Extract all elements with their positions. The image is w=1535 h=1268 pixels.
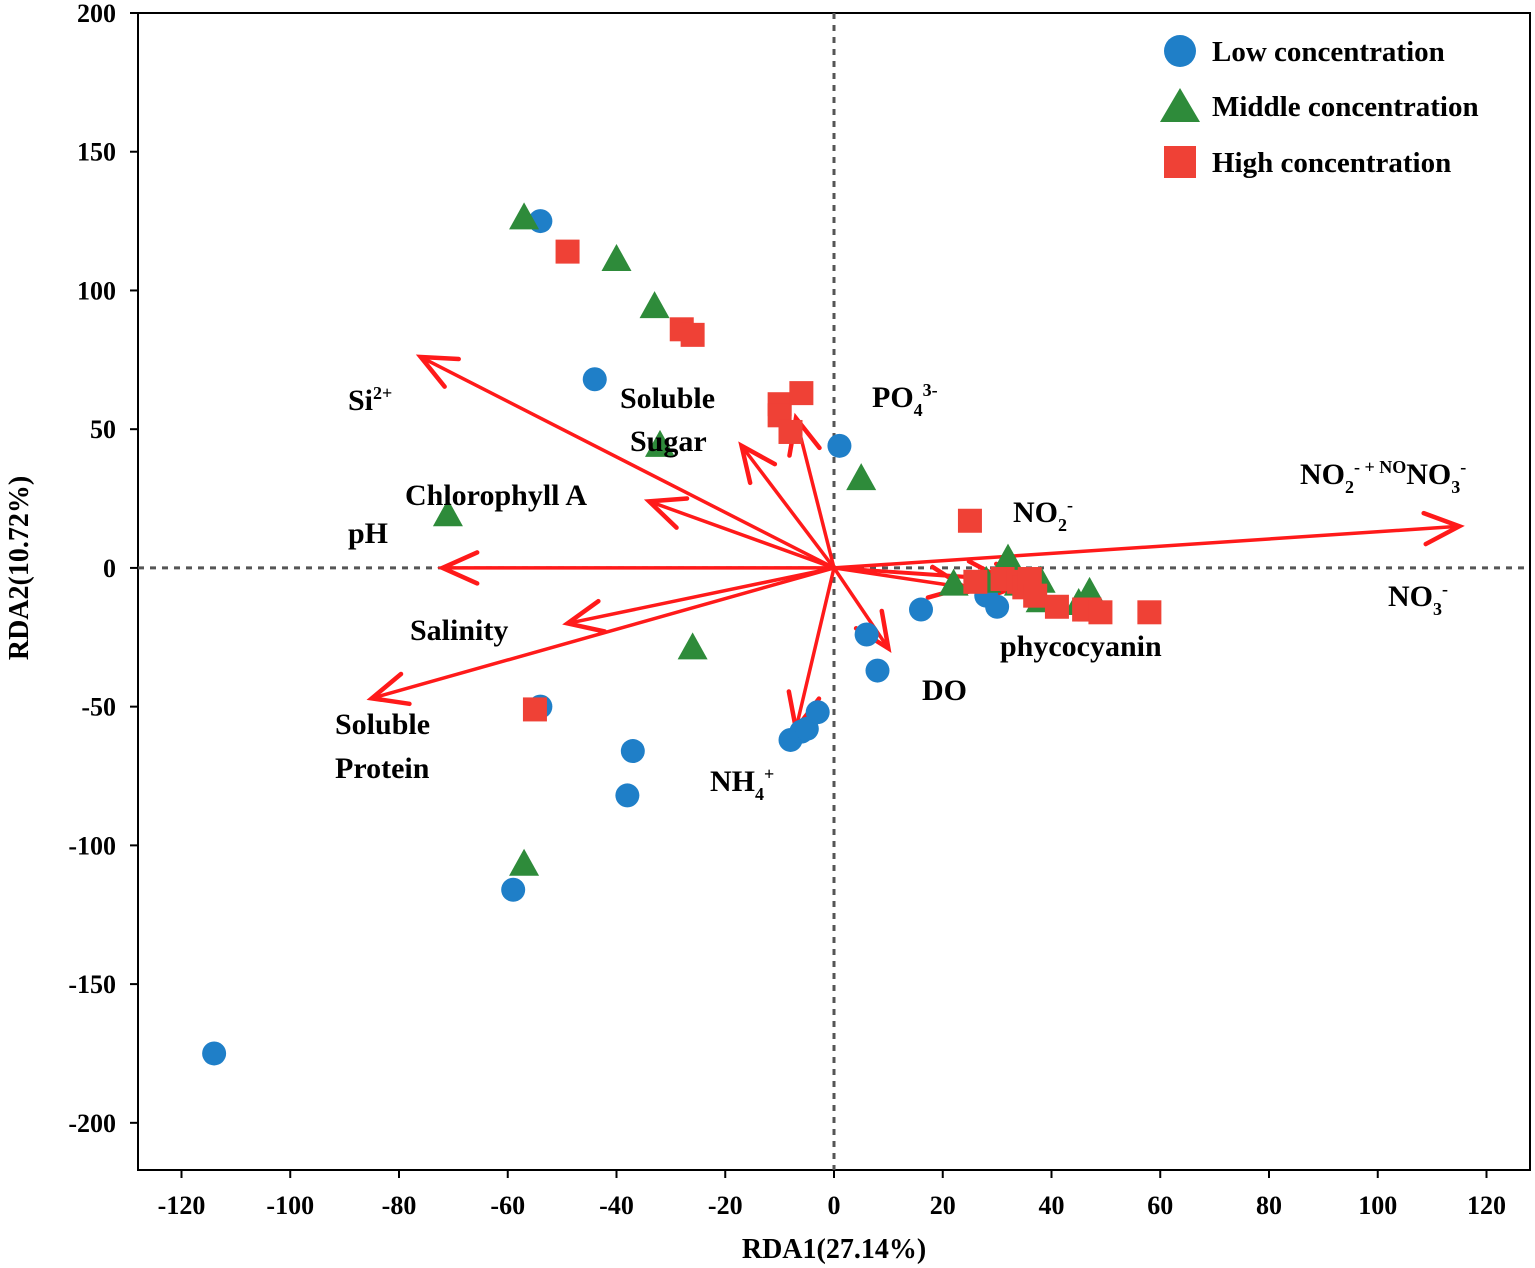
- x-tick-label: -20: [708, 1191, 743, 1220]
- point-high: [522, 697, 547, 722]
- label-po43: PO43-: [872, 380, 938, 420]
- label-si2: Si2+: [348, 383, 392, 417]
- legend-label-low: Low concentration: [1212, 36, 1445, 68]
- label-no3: NO3-: [1388, 579, 1448, 619]
- point-middle: [509, 848, 540, 876]
- x-tick-label: -80: [382, 1191, 417, 1220]
- point-low: [582, 367, 607, 392]
- x-tick-label: 100: [1358, 1191, 1397, 1220]
- x-tick-label: -40: [599, 1191, 634, 1220]
- x-axis-title: RDA1(27.14%): [742, 1234, 926, 1265]
- point-middle: [938, 568, 969, 596]
- label-soluble-sugar-1: Soluble: [620, 382, 715, 415]
- x-tick-label: 0: [828, 1191, 841, 1220]
- point-high: [778, 419, 803, 444]
- y-tick-label: -200: [68, 1109, 116, 1138]
- point-middle: [639, 291, 670, 319]
- label-do: DO: [922, 674, 967, 707]
- point-high: [1137, 600, 1162, 625]
- x-tick-label: 80: [1256, 1191, 1282, 1220]
- label-chlorophyll-a: Chlorophyll A: [405, 479, 587, 512]
- x-tick-label: 40: [1039, 1191, 1065, 1220]
- label-salinity: Salinity: [410, 614, 508, 647]
- x-tick-label: -120: [158, 1191, 206, 1220]
- point-low: [615, 783, 640, 808]
- point-high: [789, 381, 814, 406]
- point-low: [854, 622, 879, 647]
- legend-label-middle: Middle concentration: [1212, 91, 1479, 123]
- y-tick-label: 150: [77, 138, 116, 167]
- vector-chlorophyll-a: [643, 496, 835, 570]
- legend-marker-low: [1164, 35, 1196, 67]
- y-axis-title: RDA2(10.72%): [4, 476, 35, 660]
- legend: Low concentration Middle concentration H…: [1160, 35, 1479, 179]
- point-low: [985, 594, 1010, 619]
- vector-ph: [436, 550, 834, 586]
- legend-marker-high: [1164, 146, 1196, 178]
- label-phycocyanin: phycocyanin: [1000, 630, 1162, 663]
- y-tick-label: 0: [103, 554, 116, 583]
- y-tick-label: -150: [68, 970, 116, 999]
- label-ph: pH: [348, 517, 388, 550]
- vector-salinity: [562, 566, 835, 634]
- point-high: [680, 322, 705, 347]
- point-high: [1044, 594, 1069, 619]
- x-tick-label: 120: [1467, 1191, 1506, 1220]
- point-low: [827, 433, 852, 458]
- y-tick-label: 100: [77, 276, 116, 305]
- sample-points: [202, 202, 1162, 1066]
- label-no2-no3: NO2- + NONO3-: [1300, 457, 1466, 497]
- point-middle: [601, 243, 632, 271]
- vector-no2-no3-: [833, 510, 1465, 570]
- point-high: [1023, 583, 1048, 608]
- point-middle: [846, 463, 877, 491]
- legend-label-high: High concentration: [1212, 147, 1451, 179]
- point-middle: [432, 499, 463, 527]
- label-soluble-protein-2: Protein: [335, 752, 430, 785]
- vector-soluble-protein: [366, 566, 835, 707]
- point-middle: [645, 429, 675, 457]
- axis-ticks: -120 -100 -80 -60 -40 -20 0 20 40 60 80 100 120-200-…: [68, 0, 1506, 1220]
- point-high: [963, 569, 988, 594]
- label-no2: NO2-: [1013, 495, 1073, 535]
- label-soluble-protein-1: Soluble: [335, 708, 430, 741]
- point-low: [909, 597, 933, 622]
- point-low: [620, 739, 645, 764]
- y-tick-label: -50: [81, 693, 116, 722]
- vector-soluble-sugar: [738, 441, 836, 569]
- point-low: [865, 658, 890, 683]
- y-tick-label: 200: [77, 0, 116, 28]
- y-tick-label: -100: [68, 831, 116, 860]
- point-middle: [509, 202, 540, 230]
- legend-marker-middle: [1160, 88, 1200, 122]
- x-tick-label: 20: [930, 1191, 956, 1220]
- point-high: [555, 239, 580, 264]
- x-tick-label: -60: [490, 1191, 525, 1220]
- label-soluble-sugar-2: Sugar: [630, 425, 707, 458]
- point-middle: [1074, 576, 1105, 604]
- label-nh4: NH4+: [710, 764, 774, 804]
- y-tick-label: 50: [90, 415, 116, 444]
- point-low: [202, 1041, 227, 1066]
- point-low: [501, 877, 526, 902]
- x-tick-label: 60: [1147, 1191, 1173, 1220]
- point-high: [957, 508, 982, 533]
- point-high: [1088, 600, 1113, 625]
- vector-si2-: [415, 354, 835, 570]
- point-low: [805, 700, 830, 725]
- x-tick-label: -100: [266, 1191, 314, 1220]
- point-middle: [677, 632, 708, 660]
- point-middle: [993, 543, 1023, 571]
